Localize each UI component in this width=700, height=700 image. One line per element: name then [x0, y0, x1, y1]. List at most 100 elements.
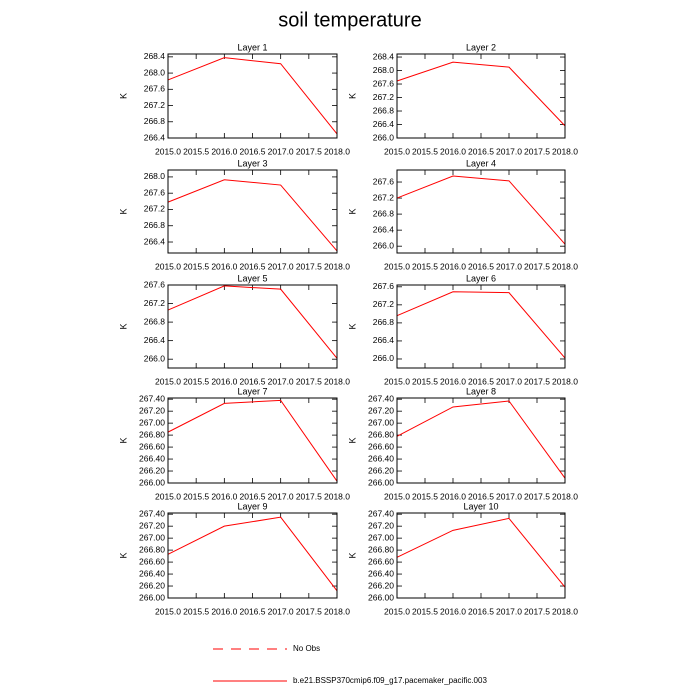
x-tick-label: 2017.5 [524, 261, 550, 271]
legend-label: b.e21.BSSP370cmip6.f09_g17.pacemaker_pac… [293, 676, 487, 685]
y-tick-label: 267.20 [139, 405, 165, 415]
panel: Layer 9 K 266.00 266.20 266.40 266.60 266.80 26… [118, 501, 350, 616]
figure-title: soil temperature [278, 9, 421, 31]
x-tick-label: 2016.0 [211, 491, 237, 501]
x-tick-label: 2015.5 [183, 146, 209, 156]
panel-title: Layer 6 [466, 273, 496, 283]
x-tick-label: 2016.5 [468, 491, 494, 501]
y-tick-label: 266.8 [144, 220, 166, 230]
plot-frame [167, 397, 338, 484]
x-tick-label: 2015.0 [384, 376, 410, 386]
plot-frame [396, 284, 566, 369]
panel-title: Layer 3 [237, 158, 267, 168]
x-tick-label: 2017.0 [496, 491, 522, 501]
y-tick-label: 266.00 [139, 592, 165, 602]
x-tick-label: 2016.0 [211, 146, 237, 156]
y-tick-label: 266.60 [368, 556, 394, 566]
y-axis-label: K [118, 93, 128, 99]
y-tick-label: 266.8 [373, 105, 395, 115]
x-tick-label: 2018.0 [324, 606, 350, 616]
x-tick-label: 2018.0 [552, 606, 578, 616]
series-line [167, 285, 338, 359]
plot-frame [167, 169, 338, 254]
x-tick-label: 2017.5 [296, 491, 322, 501]
y-tick-label: 266.0 [373, 132, 395, 142]
y-tick-label: 266.40 [368, 453, 394, 463]
x-tick-label: 2015.0 [384, 606, 410, 616]
panel-title: Layer 1 [237, 42, 267, 52]
series-line [167, 399, 338, 482]
x-tick-label: 2015.0 [384, 146, 410, 156]
x-tick-label: 2017.5 [524, 376, 550, 386]
series-line [167, 57, 338, 135]
x-tick-label: 2016.5 [240, 146, 266, 156]
x-tick-label: 2016.5 [468, 376, 494, 386]
y-tick-label: 266.40 [139, 568, 165, 578]
y-tick-label: 267.40 [139, 508, 165, 518]
y-tick-label: 266.8 [373, 208, 395, 218]
x-tick-label: 2017.0 [268, 491, 294, 501]
x-tick-label: 2016.5 [240, 606, 266, 616]
series-line [396, 291, 566, 359]
y-tick-label: 268.0 [144, 171, 166, 181]
x-tick-label: 2015.0 [155, 376, 181, 386]
panel-title: Layer 9 [237, 501, 267, 511]
y-tick-label: 266.00 [368, 477, 394, 487]
y-tick-label: 266.8 [144, 316, 166, 326]
y-tick-label: 266.00 [139, 477, 165, 487]
x-tick-label: 2017.0 [496, 261, 522, 271]
y-tick-label: 267.2 [373, 299, 395, 309]
x-tick-label: 2018.0 [324, 376, 350, 386]
x-tick-label: 2016.5 [240, 376, 266, 386]
y-axis-label: K [118, 552, 128, 558]
y-tick-label: 266.4 [144, 132, 166, 142]
series-line [396, 517, 566, 588]
y-tick-label: 266.60 [139, 441, 165, 451]
panel-title: Layer 10 [463, 501, 498, 511]
y-tick-label: 267.2 [373, 192, 395, 202]
y-tick-label: 266.0 [144, 353, 166, 363]
y-tick-label: 266.4 [373, 335, 395, 345]
y-tick-label: 268.0 [144, 67, 166, 77]
x-tick-label: 2017.5 [524, 146, 550, 156]
y-tick-label: 268.4 [144, 51, 166, 61]
y-tick-label: 267.00 [139, 417, 165, 427]
plot-frame [167, 53, 338, 139]
y-tick-label: 266.4 [144, 335, 166, 345]
y-tick-label: 268.0 [373, 65, 395, 75]
y-tick-label: 266.00 [368, 592, 394, 602]
x-tick-label: 2015.0 [384, 491, 410, 501]
x-tick-label: 2016.0 [440, 261, 466, 271]
x-tick-label: 2015.0 [155, 606, 181, 616]
y-tick-label: 267.00 [139, 532, 165, 542]
y-axis-label: K [347, 208, 357, 214]
panel: Layer 2 K 266.0 266.4 266.8 267.2 267.6 268.0 26… [347, 42, 578, 156]
y-tick-label: 266.8 [373, 317, 395, 327]
y-tick-label: 267.6 [144, 84, 166, 94]
x-tick-label: 2018.0 [324, 146, 350, 156]
y-tick-label: 266.20 [368, 465, 394, 475]
x-tick-label: 2016.5 [468, 606, 494, 616]
x-tick-label: 2016.0 [440, 606, 466, 616]
x-tick-label: 2015.5 [183, 491, 209, 501]
y-axis-label: K [347, 437, 357, 443]
x-tick-label: 2016.5 [240, 261, 266, 271]
series-line [396, 61, 566, 127]
x-tick-label: 2016.0 [440, 491, 466, 501]
y-tick-label: 267.2 [144, 100, 166, 110]
series-line [396, 400, 566, 479]
y-tick-label: 267.2 [144, 204, 166, 214]
x-tick-label: 2018.0 [552, 261, 578, 271]
y-axis-label: K [347, 552, 357, 558]
y-tick-label: 267.20 [139, 520, 165, 530]
panel-title: Layer 8 [466, 386, 496, 396]
legend-label: No Obs [293, 644, 320, 653]
x-tick-label: 2016.5 [468, 261, 494, 271]
y-tick-label: 267.6 [373, 176, 395, 186]
x-tick-label: 2017.5 [524, 606, 550, 616]
y-tick-label: 267.6 [144, 187, 166, 197]
plot-frame [396, 53, 566, 139]
y-tick-label: 267.40 [368, 508, 394, 518]
panel-title: Layer 5 [237, 273, 267, 283]
